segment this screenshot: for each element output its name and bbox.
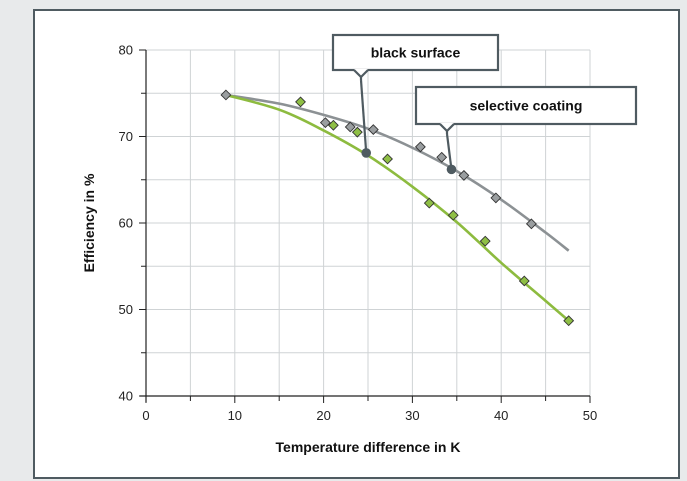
y-tick-label: 60 [119, 216, 133, 231]
efficiency-chart: 0 10 20 30 40 50 40 50 60 70 80 black surface selec… [81, 33, 638, 455]
callout-pointer-fill [440, 123, 454, 131]
series-line-black-surface [225, 93, 570, 322]
data-point-black-surface [518, 275, 530, 287]
axes-group: 0 10 20 30 40 50 40 50 60 70 80 [119, 43, 598, 424]
callout-pointer-outline [439, 123, 455, 133]
x-tick-label: 20 [316, 408, 330, 423]
x-tick-label: 0 [142, 408, 149, 423]
chart-frame: 0 10 20 30 40 50 40 50 60 70 80 black surface selec… [33, 9, 680, 479]
data-point-selective-coating [220, 89, 232, 101]
x-tick-label: 30 [405, 408, 419, 423]
callout-box [331, 33, 500, 72]
callout-leader [359, 79, 368, 154]
data-point-selective-coating [414, 141, 426, 153]
data-point-black-surface [327, 119, 339, 131]
data-point-selective-coating [319, 117, 331, 129]
callout-pointer-outline [353, 69, 369, 79]
x-tick-label: 40 [494, 408, 508, 423]
data-point-selective-coating [344, 121, 356, 133]
x-tick-label: 10 [228, 408, 242, 423]
y-tick-label: 80 [119, 43, 133, 58]
data-point-selective-coating [525, 218, 537, 230]
callout-label-black-surface: black surface [371, 45, 461, 61]
callouts-group: black surface selective coating [331, 33, 638, 175]
data-point-black-surface [351, 126, 363, 138]
points-group [220, 89, 575, 327]
callout-box [414, 85, 638, 126]
y-axis-title: Efficiency in % [81, 173, 97, 272]
y-tick-label: 40 [119, 389, 133, 404]
callout-dot [361, 148, 372, 158]
data-point-black-surface [479, 235, 491, 247]
x-axis-title: Temperature difference in K [276, 439, 461, 455]
data-point-black-surface [382, 153, 393, 165]
data-point-selective-coating [458, 169, 470, 181]
x-tick-label: 50 [583, 408, 597, 423]
data-point-black-surface [295, 96, 306, 108]
callout-dot [446, 164, 457, 175]
data-point-black-surface [447, 209, 459, 221]
callout-label-selective-coating: selective coating [470, 98, 583, 114]
data-point-black-surface [423, 197, 435, 209]
callout-leader [445, 133, 453, 170]
callout-pointer-fill [354, 69, 368, 77]
y-tick-label: 50 [119, 302, 133, 317]
data-point-black-surface [563, 315, 575, 327]
data-point-selective-coating [436, 151, 448, 163]
y-tick-label: 70 [119, 129, 133, 144]
data-point-selective-coating [490, 192, 502, 204]
data-point-selective-coating [367, 124, 379, 136]
